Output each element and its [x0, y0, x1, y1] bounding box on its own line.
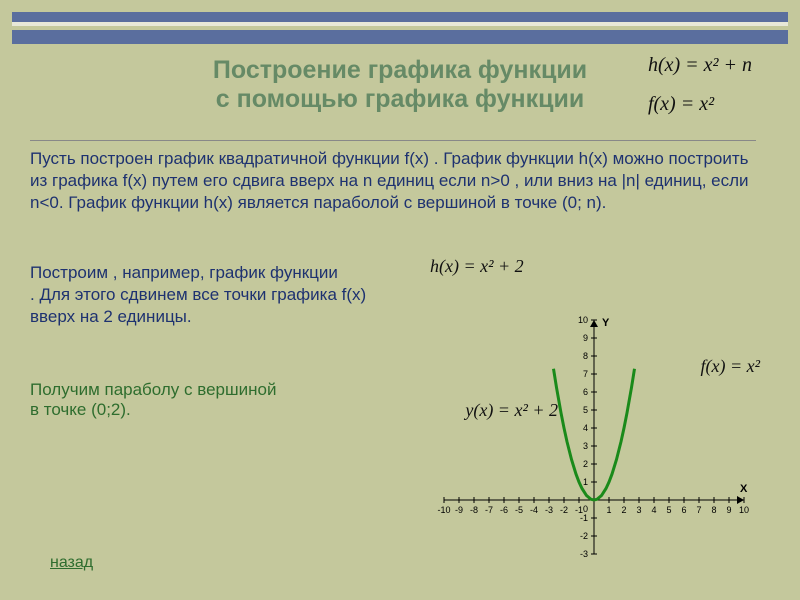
- example-line-3: вверх на 2 единицы.: [30, 307, 192, 326]
- header-formulas: h(x) = x² + n f(x) = x²: [648, 54, 752, 116]
- svg-text:4: 4: [651, 505, 656, 515]
- chart-svg: -10-9-8-7-6-5-4-3-2-112345678910-3-2-112…: [424, 312, 754, 572]
- example-block: Построим , например, график функции . Дл…: [30, 262, 490, 328]
- svg-text:-3: -3: [580, 549, 588, 559]
- formula-f: f(x) = x²: [648, 93, 752, 116]
- svg-text:8: 8: [711, 505, 716, 515]
- svg-text:-7: -7: [485, 505, 493, 515]
- svg-text:1: 1: [583, 477, 588, 487]
- svg-text:7: 7: [696, 505, 701, 515]
- svg-text:9: 9: [583, 333, 588, 343]
- svg-text:1: 1: [606, 505, 611, 515]
- explanation-paragraph: Пусть построен график квадратичной функц…: [30, 148, 756, 213]
- svg-text:6: 6: [681, 505, 686, 515]
- svg-text:-3: -3: [545, 505, 553, 515]
- svg-text:5: 5: [583, 405, 588, 415]
- result-text: Получим параболу с вершиной в точке (0;2…: [30, 380, 290, 420]
- svg-text:-4: -4: [530, 505, 538, 515]
- svg-text:0: 0: [583, 504, 588, 514]
- svg-text:4: 4: [583, 423, 588, 433]
- back-button[interactable]: назад: [50, 554, 93, 572]
- svg-text:-6: -6: [500, 505, 508, 515]
- svg-text:10: 10: [578, 315, 588, 325]
- divider: [30, 140, 756, 141]
- svg-text:-10: -10: [437, 505, 450, 515]
- example-line-1: Построим , например, график функции: [30, 263, 338, 282]
- svg-text:9: 9: [726, 505, 731, 515]
- chart: -10-9-8-7-6-5-4-3-2-112345678910-3-2-112…: [424, 312, 754, 572]
- svg-text:10: 10: [739, 505, 749, 515]
- svg-text:5: 5: [666, 505, 671, 515]
- title-line-1: Построение графика функции: [213, 56, 587, 85]
- formula-h: h(x) = x² + n: [648, 54, 752, 76]
- svg-text:-5: -5: [515, 505, 523, 515]
- example-line-2: . Для этого сдвинем все точки графика f(…: [30, 285, 366, 304]
- svg-text:7: 7: [583, 369, 588, 379]
- example-formula: h(x) = x² + 2: [430, 256, 524, 277]
- svg-text:2: 2: [621, 505, 626, 515]
- svg-text:8: 8: [583, 351, 588, 361]
- svg-text:3: 3: [583, 441, 588, 451]
- svg-text:2: 2: [583, 459, 588, 469]
- title-line-2: с помощью графика функции: [216, 85, 584, 114]
- svg-text:-8: -8: [470, 505, 478, 515]
- svg-text:-1: -1: [580, 513, 588, 523]
- svg-text:3: 3: [636, 505, 641, 515]
- svg-text:-9: -9: [455, 505, 463, 515]
- svg-text:X: X: [740, 483, 748, 495]
- decorative-banner: [12, 12, 788, 26]
- svg-text:6: 6: [583, 387, 588, 397]
- svg-text:Y: Y: [602, 317, 610, 329]
- svg-text:-2: -2: [580, 531, 588, 541]
- svg-text:-2: -2: [560, 505, 568, 515]
